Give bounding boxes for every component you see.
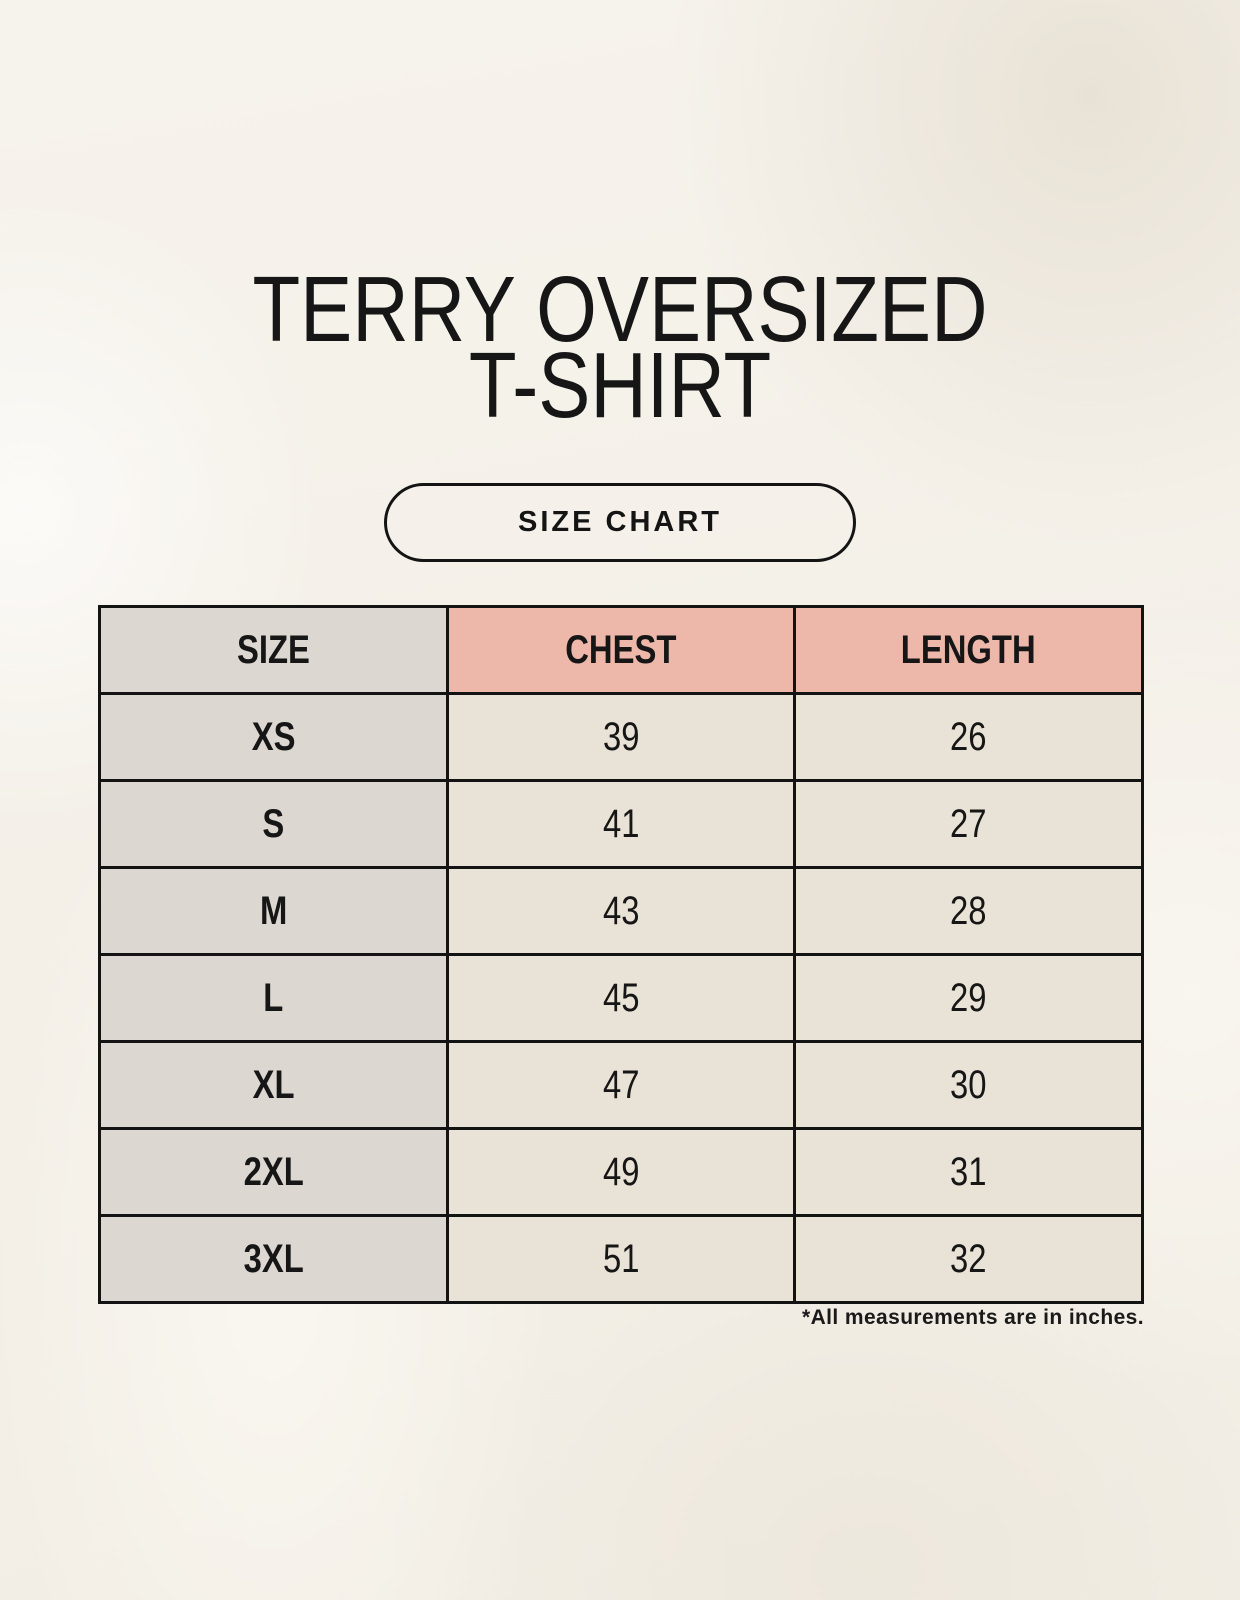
length-value-cell: 27 bbox=[793, 779, 1144, 869]
length-value: 26 bbox=[950, 714, 987, 759]
size-label: 2XL bbox=[243, 1149, 304, 1194]
column-header-length: LENGTH bbox=[793, 605, 1144, 695]
chest-value-cell: 43 bbox=[445, 866, 797, 956]
chest-value: 45 bbox=[602, 975, 640, 1020]
chest-value-cell: 47 bbox=[445, 1040, 797, 1130]
size-label-cell: L bbox=[98, 953, 449, 1043]
chest-value-cell: 49 bbox=[445, 1127, 797, 1217]
length-value: 28 bbox=[950, 888, 987, 933]
chest-value-cell: 41 bbox=[445, 779, 797, 869]
table-row-xl: XL 47 30 bbox=[98, 1040, 1144, 1130]
chest-value-cell: 51 bbox=[445, 1214, 797, 1304]
length-value-cell: 31 bbox=[793, 1127, 1144, 1217]
size-chart-button-label: SIZE CHART bbox=[518, 506, 722, 538]
length-value-cell: 28 bbox=[793, 866, 1144, 956]
length-value: 27 bbox=[950, 801, 987, 846]
chest-value: 49 bbox=[602, 1149, 640, 1194]
table-row-3xl: 3XL 51 32 bbox=[98, 1214, 1144, 1304]
column-header-size: SIZE bbox=[98, 605, 449, 695]
chest-value-cell: 39 bbox=[445, 692, 797, 782]
chest-value: 41 bbox=[602, 801, 640, 846]
chest-value: 39 bbox=[602, 714, 640, 759]
size-label: XS bbox=[251, 714, 296, 759]
table-row-m: M 43 28 bbox=[98, 866, 1144, 956]
column-header-length-label: LENGTH bbox=[901, 627, 1037, 672]
size-chart-table: SIZE CHEST LENGTH XS 39 26 S 41 27 M 43 … bbox=[98, 605, 1144, 1304]
table-row-xs: XS 39 26 bbox=[98, 692, 1144, 782]
table-row-s: S 41 27 bbox=[98, 779, 1144, 869]
size-label-cell: S bbox=[98, 779, 449, 869]
size-label-cell: XS bbox=[98, 692, 449, 782]
length-value-cell: 32 bbox=[793, 1214, 1144, 1304]
table-header-row: SIZE CHEST LENGTH bbox=[98, 605, 1144, 695]
size-label-cell: 2XL bbox=[98, 1127, 449, 1217]
page-title: TERRY OVERSIZED T-SHIRT bbox=[0, 257, 1240, 437]
length-value: 31 bbox=[950, 1149, 987, 1194]
chest-value-cell: 45 bbox=[445, 953, 797, 1043]
length-value: 32 bbox=[950, 1236, 987, 1281]
length-value-cell: 29 bbox=[793, 953, 1144, 1043]
size-chart-button[interactable]: SIZE CHART bbox=[384, 483, 856, 562]
chest-value: 51 bbox=[602, 1236, 640, 1281]
size-label-cell: 3XL bbox=[98, 1214, 449, 1304]
table-row-l: L 45 29 bbox=[98, 953, 1144, 1043]
size-label: S bbox=[262, 801, 285, 846]
chest-value: 47 bbox=[602, 1062, 640, 1107]
length-value-cell: 26 bbox=[793, 692, 1144, 782]
size-label: 3XL bbox=[243, 1236, 304, 1281]
table-row-2xl: 2XL 49 31 bbox=[98, 1127, 1144, 1217]
length-value-cell: 30 bbox=[793, 1040, 1144, 1130]
measurement-note: *All measurements are in inches. bbox=[802, 1306, 1144, 1329]
column-header-chest: CHEST bbox=[445, 605, 797, 695]
page-title-line1: TERRY OVERSIZED bbox=[252, 257, 988, 361]
size-label: M bbox=[259, 888, 287, 933]
column-header-size-label: SIZE bbox=[236, 627, 310, 672]
length-value: 29 bbox=[950, 975, 987, 1020]
size-label: XL bbox=[252, 1062, 295, 1107]
size-label: L bbox=[263, 975, 284, 1020]
length-value: 30 bbox=[950, 1062, 987, 1107]
size-label-cell: XL bbox=[98, 1040, 449, 1130]
size-label-cell: M bbox=[98, 866, 449, 956]
chest-value: 43 bbox=[602, 888, 640, 933]
page-title-line2: T-SHIRT bbox=[468, 333, 772, 437]
column-header-chest-label: CHEST bbox=[565, 627, 677, 672]
